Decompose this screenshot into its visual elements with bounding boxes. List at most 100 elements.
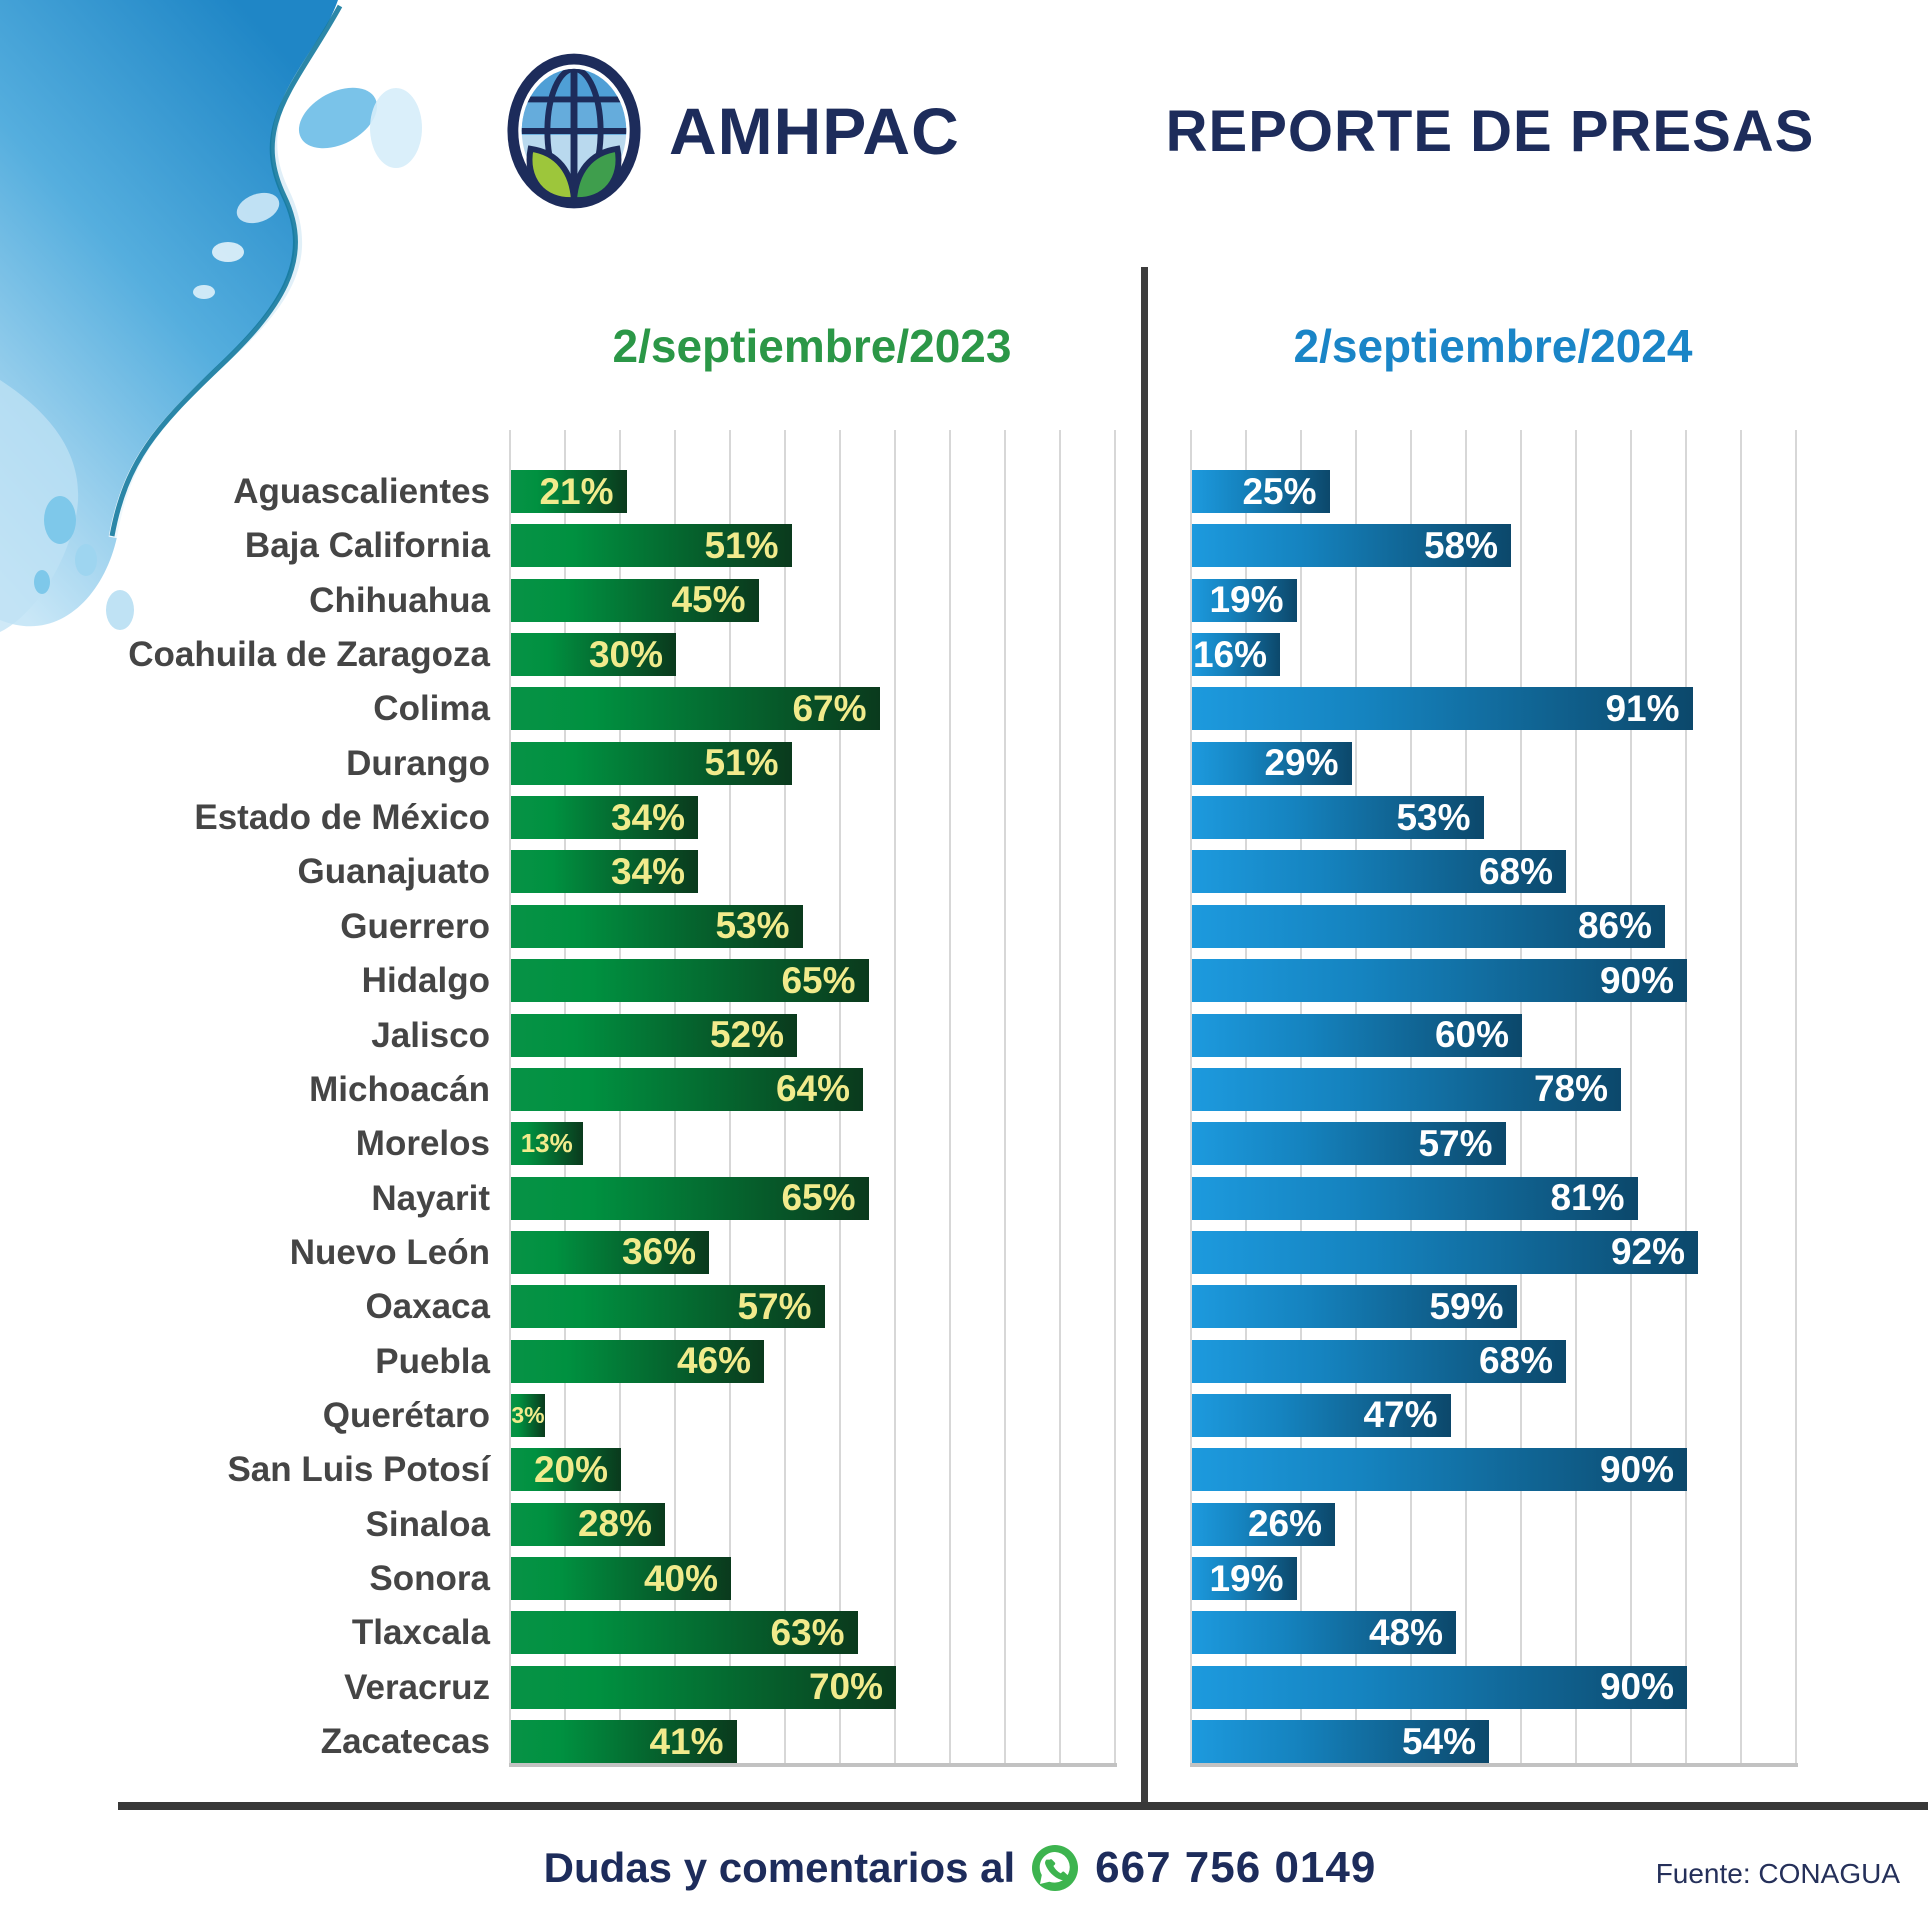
bar-value-label: 90% bbox=[1599, 1666, 1674, 1708]
bar-value-label: 34% bbox=[610, 850, 685, 892]
row-label-24: Zacatecas bbox=[320, 1722, 490, 1762]
bar-value-label: 19% bbox=[1209, 1557, 1284, 1599]
bar-2023-18: 3% bbox=[511, 1393, 545, 1437]
brand-block: AMHPAC bbox=[505, 52, 960, 210]
gridline-0pct bbox=[1190, 430, 1192, 1767]
row-label-11: Jalisco bbox=[371, 1015, 490, 1055]
bar-2024-18: 47% bbox=[1192, 1393, 1451, 1437]
bar-value-label: 65% bbox=[781, 1177, 856, 1219]
page-title: REPORTE DE PRESAS bbox=[1165, 99, 1815, 164]
bar-2024-6: 29% bbox=[1192, 741, 1352, 785]
bar-value-label: 81% bbox=[1550, 1177, 1625, 1219]
row-label-7: Estado de México bbox=[194, 798, 490, 838]
row-label-20: Sinaloa bbox=[365, 1504, 490, 1544]
bar-2023-20: 28% bbox=[511, 1502, 665, 1546]
bar-2023-23: 70% bbox=[511, 1665, 896, 1709]
bar-value-label: 65% bbox=[781, 959, 856, 1001]
bar-2023-2: 51% bbox=[511, 524, 792, 568]
bar-value-label: 40% bbox=[643, 1557, 718, 1599]
bar-2024-9: 86% bbox=[1192, 904, 1665, 948]
bar-value-label: 63% bbox=[770, 1611, 845, 1653]
bar-value-label: 52% bbox=[709, 1014, 784, 1055]
bar-value-label: 29% bbox=[1264, 742, 1339, 784]
bar-2024-2: 58% bbox=[1192, 524, 1511, 568]
footer-separator-line bbox=[118, 1802, 1928, 1810]
gridline-90pct bbox=[1685, 430, 1687, 1767]
bar-value-label: 57% bbox=[1418, 1122, 1493, 1164]
gridline-80pct bbox=[949, 430, 951, 1767]
bar-value-label: 48% bbox=[1368, 1611, 1443, 1653]
bar-value-label: 34% bbox=[610, 796, 685, 838]
bar-2023-10: 65% bbox=[511, 959, 869, 1003]
bar-2024-11: 60% bbox=[1192, 1013, 1522, 1057]
row-label-1: Aguascalientes bbox=[233, 472, 490, 511]
bar-value-label: 26% bbox=[1247, 1503, 1322, 1545]
bar-2024-3: 19% bbox=[1192, 578, 1297, 622]
bar-value-label: 3% bbox=[511, 1401, 545, 1428]
bar-value-label: 25% bbox=[1242, 470, 1317, 512]
bar-2023-13: 13% bbox=[511, 1122, 583, 1166]
bar-2024-10: 90% bbox=[1192, 959, 1687, 1003]
contact-phone: 667 756 0149 bbox=[1095, 1843, 1377, 1892]
gridline-110pct bbox=[1795, 430, 1797, 1767]
bar-2023-17: 46% bbox=[511, 1339, 764, 1383]
row-label-15: Nuevo León bbox=[289, 1232, 490, 1272]
bar-value-label: 78% bbox=[1533, 1068, 1608, 1110]
bar-value-label: 58% bbox=[1423, 524, 1498, 566]
bar-2024-23: 90% bbox=[1192, 1665, 1687, 1709]
row-label-16: Oaxaca bbox=[365, 1287, 490, 1327]
contact-label: Dudas y comentarios al bbox=[543, 1844, 1016, 1891]
bar-2024-15: 92% bbox=[1192, 1230, 1698, 1274]
bar-2023-8: 34% bbox=[511, 850, 698, 894]
bar-2023-6: 51% bbox=[511, 741, 792, 785]
chart-divider-line bbox=[1141, 267, 1148, 1804]
bar-value-label: 16% bbox=[1192, 633, 1267, 675]
row-label-9: Guerrero bbox=[340, 906, 490, 946]
bar-2023-5: 67% bbox=[511, 687, 880, 731]
bar-2023-1: 21% bbox=[511, 470, 627, 513]
bar-2023-7: 34% bbox=[511, 796, 698, 840]
x-axis-line bbox=[1190, 1763, 1798, 1767]
whatsapp-icon bbox=[1032, 1845, 1079, 1891]
gridline-110pct bbox=[1114, 430, 1116, 1767]
bar-2023-16: 57% bbox=[511, 1285, 825, 1329]
bar-value-label: 20% bbox=[533, 1448, 608, 1490]
bar-value-label: 19% bbox=[1209, 579, 1284, 621]
row-label-17: Puebla bbox=[375, 1341, 490, 1381]
row-label-19: San Luis Potosí bbox=[227, 1450, 490, 1490]
gridline-0pct bbox=[509, 430, 511, 1767]
bar-2024-13: 57% bbox=[1192, 1122, 1506, 1166]
bar-2024-24: 54% bbox=[1192, 1720, 1489, 1764]
row-label-8: Guanajuato bbox=[297, 852, 490, 892]
bar-value-label: 46% bbox=[676, 1340, 751, 1382]
bar-value-label: 54% bbox=[1401, 1720, 1476, 1762]
bar-2024-1: 25% bbox=[1192, 470, 1330, 513]
bar-value-label: 51% bbox=[704, 742, 779, 784]
bar-2023-19: 20% bbox=[511, 1448, 621, 1492]
gridline-70pct bbox=[894, 430, 896, 1767]
bar-2023-14: 65% bbox=[511, 1176, 869, 1220]
bar-2024-7: 53% bbox=[1192, 796, 1484, 840]
bar-2024-21: 19% bbox=[1192, 1557, 1297, 1600]
bar-2024-17: 68% bbox=[1192, 1339, 1566, 1383]
amhpac-globe-logo-icon bbox=[507, 53, 641, 209]
year-2024: 2024 bbox=[1590, 320, 1693, 372]
row-label-23: Veracruz bbox=[344, 1667, 490, 1707]
bar-value-label: 67% bbox=[792, 687, 867, 729]
bar-value-label: 68% bbox=[1478, 850, 1553, 892]
row-label-18: Querétaro bbox=[322, 1395, 490, 1435]
bar-2023-12: 64% bbox=[511, 1067, 863, 1111]
row-label-13: Morelos bbox=[355, 1124, 490, 1164]
bar-value-label: 57% bbox=[737, 1285, 812, 1327]
bar-2023-21: 40% bbox=[511, 1557, 731, 1600]
bar-value-label: 30% bbox=[588, 633, 663, 675]
bar-value-label: 90% bbox=[1599, 959, 1674, 1001]
bar-2024-22: 48% bbox=[1192, 1611, 1456, 1655]
gridline-90pct bbox=[1004, 430, 1006, 1767]
bar-value-label: 45% bbox=[671, 579, 746, 621]
bar-2024-5: 91% bbox=[1192, 687, 1693, 731]
bar-2024-12: 78% bbox=[1192, 1067, 1621, 1111]
bar-2024-8: 68% bbox=[1192, 850, 1566, 894]
row-label-3: Chihuahua bbox=[309, 580, 490, 620]
bar-value-label: 47% bbox=[1363, 1394, 1438, 1436]
